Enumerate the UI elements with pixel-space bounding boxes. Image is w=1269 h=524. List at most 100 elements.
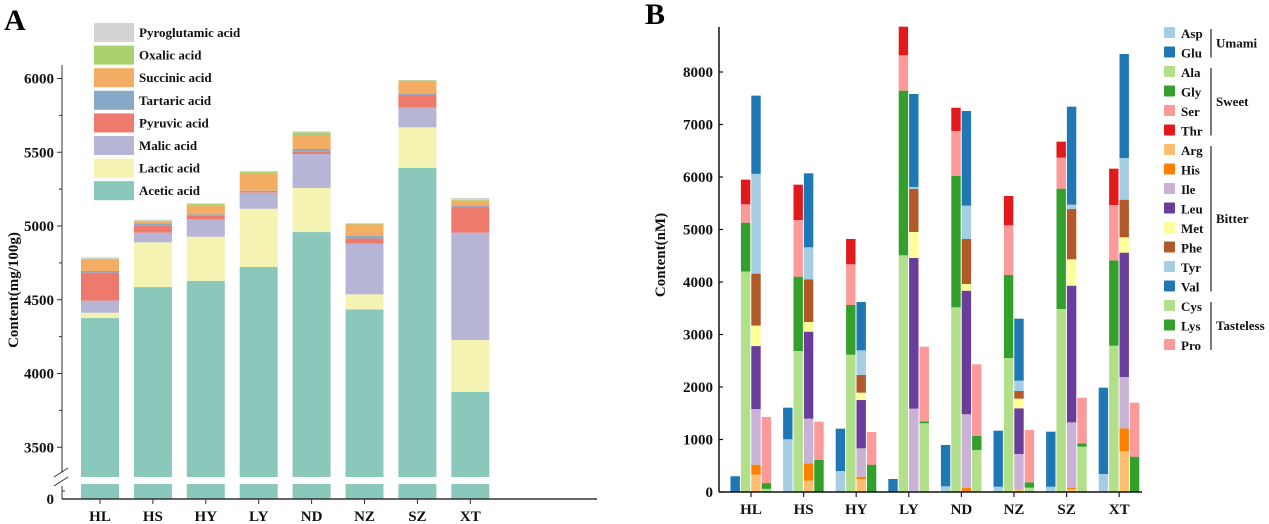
bar-segment [783,407,793,440]
legend-label: Tyr [1181,260,1201,275]
bar-segment [1056,308,1066,492]
legend-label: Pyroglutamic acid [139,25,241,40]
bar-segment [1066,209,1077,260]
y-tick-label: 0 [706,485,714,501]
legend-swatch [1164,124,1175,136]
legend-swatch [1164,85,1175,97]
bar-segment [919,421,929,424]
bar-segment [292,149,331,152]
legend-label: Arg [1181,143,1203,158]
x-tick-label: NZ [1004,502,1025,518]
x-tick-label: XT [1109,502,1130,518]
bar-segment [1077,446,1087,492]
legend-label: Tartaric acid [139,93,212,108]
bar-segment [751,95,761,174]
bar-segment [345,243,384,295]
y-tick-label: 0 [47,492,55,508]
bar-segment [292,187,331,233]
bar-segment [751,464,761,475]
x-tick-label: HY [845,502,868,518]
legend-label: Asp [1181,26,1203,41]
bar-segment [81,259,119,271]
legend-swatch [94,68,134,88]
bar-segment [856,478,866,492]
bar-segment [1077,397,1087,444]
bar-segment [866,464,877,492]
bar-segment [972,435,982,450]
bar-segment [239,190,278,193]
bar-segment [919,346,929,422]
bar-segment [398,167,437,478]
legend-group-label: Tasteless [1216,318,1265,333]
bar-segment [961,414,972,489]
bar-segment [961,283,972,291]
bar-segment-lower [398,484,437,499]
x-tick-label: ND [951,502,973,518]
bar-segment [761,416,772,484]
bar-segment [761,488,772,492]
y-tick-label: 6000 [683,170,713,186]
bar-segment [81,257,119,259]
legend-group-label: Umami [1216,35,1258,50]
x-tick-label: HL [740,502,762,518]
bar-segment [239,173,278,191]
bar-segment [803,331,814,419]
bar-segment [909,93,919,187]
bar-segment [793,276,803,351]
bar-segment [751,346,761,410]
bar-segment [993,486,1003,492]
bar-segment [186,205,225,215]
bar-segment [846,304,856,355]
bar-segment [740,204,751,223]
bar-segment [740,271,751,492]
legend-swatch [1164,300,1175,311]
bar-segment [451,391,490,477]
bar-segment [1066,204,1077,210]
bar-segment [239,208,278,268]
bar-segment [186,214,225,216]
x-tick-label: HS [143,509,163,524]
bar-segment [888,478,898,492]
y-tick-label: 4000 [24,367,54,383]
bar-segment [1129,402,1140,457]
legend-swatch [1164,241,1175,253]
axis-break-mark [53,476,69,487]
bar-segment [951,107,961,132]
legend-label: Pro [1181,338,1201,353]
bar-segment [1066,259,1077,286]
bar-segment [1014,390,1024,399]
bar-segment [961,205,972,240]
bar-segment [961,290,972,415]
legend-label: Ala [1181,65,1201,80]
bar-segment-lower [345,484,384,499]
bar-segment [451,205,490,207]
bar-segment [909,258,919,409]
bar-segment [1014,380,1024,391]
y-tick-label: 5000 [683,223,713,239]
bar-segment [898,90,909,256]
legend-group-label: Bitter [1216,211,1249,226]
bar-segment [1119,451,1129,492]
legend-label: Ile [1181,182,1196,197]
y-tick-label: 2000 [683,380,713,396]
y-axis-title: Content(mg/100g) [6,232,22,348]
bar-segment [1109,260,1119,346]
bar-segment [1056,157,1066,189]
bar-segment [398,79,437,81]
bar-segment [1119,199,1129,238]
y-tick-label: 8000 [683,65,713,81]
bar-segment [398,80,437,81]
bar-segment [292,154,331,188]
x-tick-label: HY [195,509,218,524]
y-tick-label: 4500 [24,293,54,309]
bar-segment [398,93,437,95]
legend-label: Pyruvic acid [139,115,209,130]
bar-segment [846,264,856,305]
bar-segment [961,488,972,492]
bar-segment [846,239,856,265]
legend-label: Glu [1181,46,1202,61]
bar-segment [856,374,866,393]
bar-segment [856,400,866,449]
legend-label: Phe [1181,241,1202,256]
legend-label: Oxalic acid [139,48,202,63]
